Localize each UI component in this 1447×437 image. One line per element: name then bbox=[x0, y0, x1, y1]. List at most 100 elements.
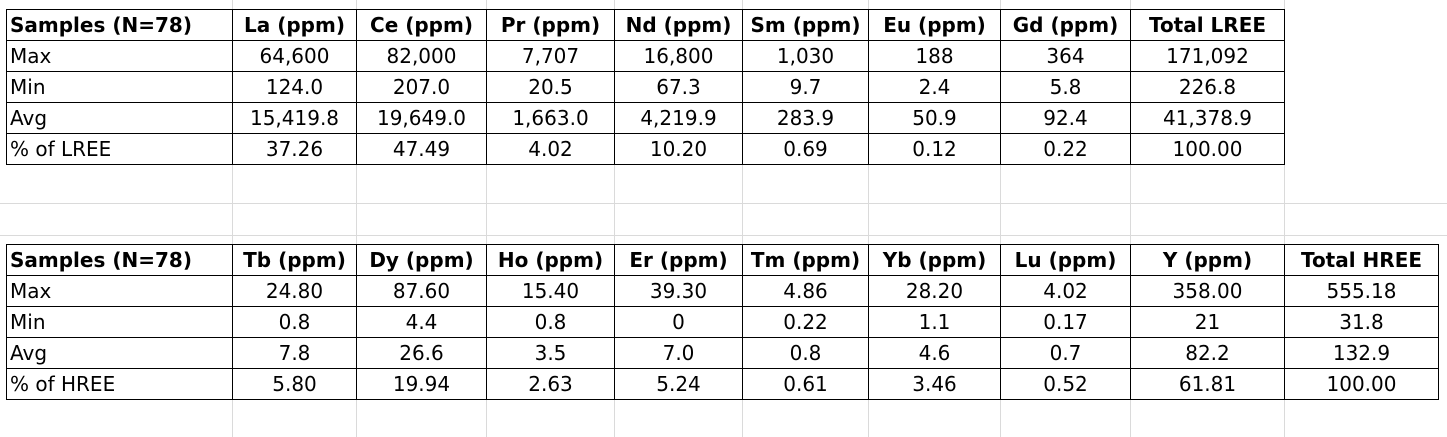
lree-header-cell[interactable]: Eu (ppm) bbox=[868, 9, 1001, 41]
hree-header-cell[interactable]: Tb (ppm) bbox=[232, 244, 357, 276]
data-cell[interactable]: 26.6 bbox=[356, 337, 487, 369]
lree-header-cell[interactable]: Nd (ppm) bbox=[614, 9, 743, 41]
data-cell[interactable]: 37.26 bbox=[232, 133, 357, 165]
data-cell[interactable]: 47.49 bbox=[356, 133, 487, 165]
data-cell[interactable]: 82,000 bbox=[356, 40, 487, 72]
data-cell[interactable]: 0.7 bbox=[1000, 337, 1131, 369]
data-cell[interactable]: 1,030 bbox=[742, 40, 869, 72]
data-cell[interactable]: 3.46 bbox=[868, 368, 1001, 400]
data-cell[interactable]: 0.17 bbox=[1000, 306, 1131, 338]
data-cell[interactable]: 87.60 bbox=[356, 275, 487, 307]
data-cell[interactable]: 41,378.9 bbox=[1130, 102, 1285, 134]
data-cell[interactable]: 4.4 bbox=[356, 306, 487, 338]
data-cell[interactable]: 4.86 bbox=[742, 275, 869, 307]
lree-header-cell[interactable]: Gd (ppm) bbox=[1000, 9, 1131, 41]
data-cell[interactable]: 7.0 bbox=[614, 337, 743, 369]
row-label-cell[interactable]: Avg bbox=[6, 337, 233, 369]
data-cell[interactable]: 20.5 bbox=[486, 71, 615, 103]
data-cell[interactable]: 1,663.0 bbox=[486, 102, 615, 134]
data-cell[interactable]: 15.40 bbox=[486, 275, 615, 307]
data-cell[interactable]: 358.00 bbox=[1130, 275, 1285, 307]
data-cell[interactable]: 19,649.0 bbox=[356, 102, 487, 134]
data-cell[interactable]: 0.52 bbox=[1000, 368, 1131, 400]
row-label-cell[interactable]: Avg bbox=[6, 102, 233, 134]
hree-header-cell[interactable]: Er (ppm) bbox=[614, 244, 743, 276]
row-label-cell[interactable]: % of HREE bbox=[6, 368, 233, 400]
data-cell[interactable]: 64,600 bbox=[232, 40, 357, 72]
data-cell[interactable]: 5.80 bbox=[232, 368, 357, 400]
data-cell[interactable]: 50.9 bbox=[868, 102, 1001, 134]
row-label-cell[interactable]: Min bbox=[6, 71, 233, 103]
data-cell[interactable]: 555.18 bbox=[1284, 275, 1439, 307]
row-label-cell[interactable]: Min bbox=[6, 306, 233, 338]
hree-header-cell[interactable]: Total HREE bbox=[1284, 244, 1439, 276]
data-cell[interactable]: 226.8 bbox=[1130, 71, 1285, 103]
data-cell[interactable]: 188 bbox=[868, 40, 1001, 72]
data-cell[interactable]: 0.12 bbox=[868, 133, 1001, 165]
hree-row-min: Min 0.8 4.4 0.8 0 0.22 1.1 0.17 21 31.8 bbox=[6, 306, 1439, 338]
data-cell[interactable]: 7,707 bbox=[486, 40, 615, 72]
data-cell[interactable]: 132.9 bbox=[1284, 337, 1439, 369]
data-cell[interactable]: 124.0 bbox=[232, 71, 357, 103]
lree-header-cell[interactable]: Samples (N=78) bbox=[6, 9, 233, 41]
data-cell[interactable]: 5.24 bbox=[614, 368, 743, 400]
data-cell[interactable]: 3.5 bbox=[486, 337, 615, 369]
data-cell[interactable]: 364 bbox=[1000, 40, 1131, 72]
hree-header-cell[interactable]: Y (ppm) bbox=[1130, 244, 1285, 276]
hree-header-cell[interactable]: Ho (ppm) bbox=[486, 244, 615, 276]
lree-header-cell[interactable]: Sm (ppm) bbox=[742, 9, 869, 41]
data-cell[interactable]: 283.9 bbox=[742, 102, 869, 134]
data-cell[interactable]: 15,419.8 bbox=[232, 102, 357, 134]
data-cell[interactable]: 4.6 bbox=[868, 337, 1001, 369]
data-cell[interactable]: 100.00 bbox=[1130, 133, 1285, 165]
sheet-gridline bbox=[486, 0, 487, 437]
data-cell[interactable]: 39.30 bbox=[614, 275, 743, 307]
data-cell[interactable]: 4.02 bbox=[486, 133, 615, 165]
data-cell[interactable]: 2.4 bbox=[868, 71, 1001, 103]
data-cell[interactable]: 82.2 bbox=[1130, 337, 1285, 369]
row-label-cell[interactable]: Max bbox=[6, 40, 233, 72]
sheet-gridline bbox=[356, 0, 357, 437]
data-cell[interactable]: 0.22 bbox=[1000, 133, 1131, 165]
data-cell[interactable]: 10.20 bbox=[614, 133, 743, 165]
data-cell[interactable]: 171,092 bbox=[1130, 40, 1285, 72]
data-cell[interactable]: 100.00 bbox=[1284, 368, 1439, 400]
data-cell[interactable]: 24.80 bbox=[232, 275, 357, 307]
data-cell[interactable]: 2.63 bbox=[486, 368, 615, 400]
data-cell[interactable]: 61.81 bbox=[1130, 368, 1285, 400]
sheet-gridline bbox=[1130, 0, 1131, 437]
row-label-cell[interactable]: % of LREE bbox=[6, 133, 233, 165]
data-cell[interactable]: 0.69 bbox=[742, 133, 869, 165]
data-cell[interactable]: 67.3 bbox=[614, 71, 743, 103]
hree-header-cell[interactable]: Dy (ppm) bbox=[356, 244, 487, 276]
data-cell[interactable]: 4.02 bbox=[1000, 275, 1131, 307]
lree-header-cell[interactable]: Total LREE bbox=[1130, 9, 1285, 41]
data-cell[interactable]: 9.7 bbox=[742, 71, 869, 103]
hree-header-cell[interactable]: Yb (ppm) bbox=[868, 244, 1001, 276]
data-cell[interactable]: 31.8 bbox=[1284, 306, 1439, 338]
data-cell[interactable]: 1.1 bbox=[868, 306, 1001, 338]
lree-header-cell[interactable]: Ce (ppm) bbox=[356, 9, 487, 41]
data-cell[interactable]: 21 bbox=[1130, 306, 1285, 338]
data-cell[interactable]: 207.0 bbox=[356, 71, 487, 103]
data-cell[interactable]: 7.8 bbox=[232, 337, 357, 369]
lree-table: Samples (N=78) La (ppm) Ce (ppm) Pr (ppm… bbox=[6, 9, 1285, 165]
lree-header-cell[interactable]: Pr (ppm) bbox=[486, 9, 615, 41]
data-cell[interactable]: 92.4 bbox=[1000, 102, 1131, 134]
data-cell[interactable]: 28.20 bbox=[868, 275, 1001, 307]
row-label-cell[interactable]: Max bbox=[6, 275, 233, 307]
data-cell[interactable]: 16,800 bbox=[614, 40, 743, 72]
data-cell[interactable]: 5.8 bbox=[1000, 71, 1131, 103]
data-cell[interactable]: 0.8 bbox=[232, 306, 357, 338]
data-cell[interactable]: 19.94 bbox=[356, 368, 487, 400]
hree-header-cell[interactable]: Tm (ppm) bbox=[742, 244, 869, 276]
hree-header-cell[interactable]: Lu (ppm) bbox=[1000, 244, 1131, 276]
data-cell[interactable]: 0.22 bbox=[742, 306, 869, 338]
data-cell[interactable]: 0.61 bbox=[742, 368, 869, 400]
data-cell[interactable]: 4,219.9 bbox=[614, 102, 743, 134]
lree-header-cell[interactable]: La (ppm) bbox=[232, 9, 357, 41]
data-cell[interactable]: 0.8 bbox=[742, 337, 869, 369]
data-cell[interactable]: 0 bbox=[614, 306, 743, 338]
data-cell[interactable]: 0.8 bbox=[486, 306, 615, 338]
hree-header-cell[interactable]: Samples (N=78) bbox=[6, 244, 233, 276]
